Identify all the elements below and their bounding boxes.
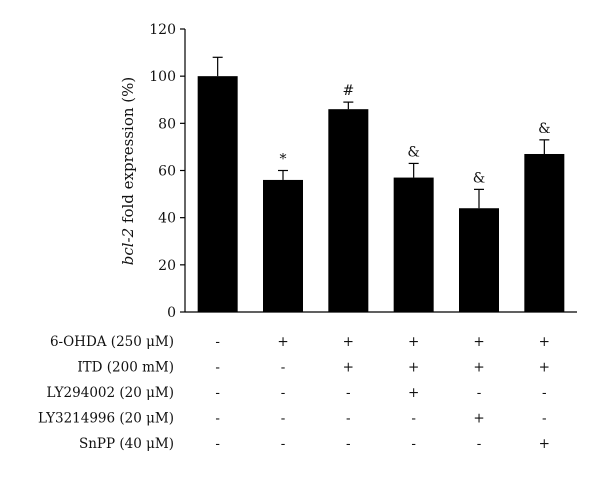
treatment-minus: -	[215, 436, 220, 452]
y-tick-label: 100	[149, 69, 176, 85]
y-axis-label-gene: bcl-2	[119, 228, 137, 265]
significance-mark: #	[342, 83, 354, 99]
treatment-label: 6-OHDA (250 μM)	[50, 334, 174, 350]
treatment-minus: -	[281, 360, 286, 376]
significance-mark: *	[280, 152, 287, 168]
y-axis: 0 20 40 60 80 100 120	[149, 22, 577, 321]
treatment-minus: -	[215, 334, 220, 350]
bar	[524, 153, 565, 312]
treatment-plus: +	[408, 385, 419, 401]
bar	[393, 177, 434, 312]
treatment-table: 6-OHDA (250 μM) - + + + + + ITD (200 mM) - - + + + + L…	[38, 334, 550, 452]
treatment-plus: +	[408, 334, 419, 350]
bar	[263, 179, 303, 312]
significance-mark: &	[407, 144, 419, 160]
treatment-minus: -	[281, 436, 286, 452]
treatment-minus: -	[281, 411, 286, 427]
y-tick-label: 40	[158, 211, 176, 227]
y-tick-label: 0	[167, 305, 176, 321]
treatment-plus: +	[539, 334, 550, 350]
treatment-minus: -	[215, 385, 220, 401]
y-tick-label: 60	[158, 164, 176, 180]
treatment-plus: +	[473, 360, 484, 376]
treatment-minus: -	[542, 411, 547, 427]
treatment-minus: -	[346, 411, 351, 427]
treatment-plus: +	[408, 360, 419, 376]
treatment-minus: -	[477, 385, 482, 401]
bar	[459, 208, 499, 312]
significance-mark: &	[538, 121, 550, 137]
treatment-label: ITD (200 mM)	[77, 360, 174, 376]
treatment-minus: -	[411, 436, 416, 452]
y-axis-label: bcl-2 fold expression (%)	[119, 77, 137, 266]
treatment-minus: -	[346, 436, 351, 452]
y-axis-label-unit: fold expression (%)	[119, 77, 137, 228]
treatment-plus: +	[277, 334, 288, 350]
treatment-label: SnPP (40 μM)	[79, 436, 174, 452]
treatment-plus: +	[539, 436, 550, 452]
treatment-plus: +	[473, 334, 484, 350]
treatment-minus: -	[215, 411, 220, 427]
y-tick-label: 80	[158, 116, 176, 132]
treatment-minus: -	[542, 385, 547, 401]
treatment-label: LY3214996 (20 μM)	[38, 411, 174, 427]
treatment-plus: +	[473, 411, 484, 427]
y-tick-label: 120	[149, 22, 176, 38]
treatment-plus: +	[343, 334, 354, 350]
treatment-plus: +	[343, 360, 354, 376]
bars: * # & & &	[197, 56, 565, 313]
treatment-minus: -	[411, 411, 416, 427]
treatment-minus: -	[215, 360, 220, 376]
bar	[197, 76, 238, 313]
significance-mark: &	[473, 170, 485, 186]
treatment-label: LY294002 (20 μM)	[47, 385, 174, 401]
bar	[328, 109, 369, 312]
treatment-minus: -	[346, 385, 351, 401]
treatment-minus: -	[281, 385, 286, 401]
treatment-minus: -	[477, 436, 482, 452]
y-tick-label: 20	[158, 258, 176, 274]
treatment-plus: +	[539, 360, 550, 376]
